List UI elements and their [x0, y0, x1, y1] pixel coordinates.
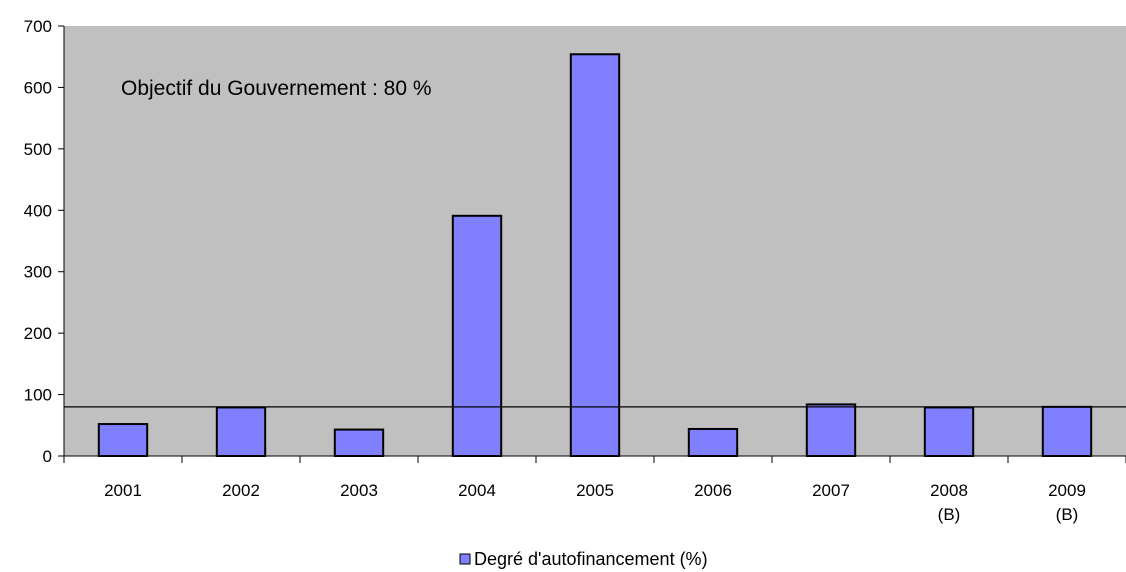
y-tick-label: 500: [24, 140, 52, 159]
bar-2006: [687, 427, 739, 458]
bar-2004: [451, 214, 503, 457]
objective-annotation: Objectif du Gouvernement : 80 %: [121, 77, 432, 100]
axes: 0 100 200 300 400 500 600 700 2001 2002 2003 2004 20…: [24, 17, 1126, 524]
bar-series: [97, 53, 1093, 458]
bar-2003: [333, 428, 385, 457]
legend-label: Degré d'autofinancement (%): [474, 549, 708, 569]
x-tick-label: 2009: [1048, 481, 1086, 500]
x-tick-label: 2008: [930, 481, 968, 500]
x-tick-label: 2001: [104, 481, 142, 500]
x-tick-label: 2007: [812, 481, 850, 500]
y-tick-label: 200: [24, 324, 52, 343]
x-tick-label: (B): [938, 505, 961, 524]
y-tick-label: 300: [24, 263, 52, 282]
x-tick-label: (B): [1056, 505, 1079, 524]
y-tick-label: 600: [24, 78, 52, 97]
legend-swatch: [459, 553, 471, 565]
bar-2007: [805, 403, 857, 457]
bar-2002: [215, 406, 267, 457]
bar-2009: [1041, 405, 1093, 457]
bar-2001: [97, 423, 149, 457]
bar-2005: [569, 53, 621, 457]
x-tick-label: 2003: [340, 481, 378, 500]
y-tick-label: 700: [24, 17, 52, 36]
y-tick-label: 400: [24, 201, 52, 220]
y-tick-label: 0: [43, 447, 52, 466]
x-tick-label: 2004: [458, 481, 496, 500]
x-tick-label: 2002: [222, 481, 260, 500]
bar-2008: [923, 406, 975, 457]
legend: Degré d'autofinancement (%): [459, 549, 708, 569]
x-tick-label: 2005: [576, 481, 614, 500]
y-tick-label: 100: [24, 386, 52, 405]
x-tick-label: 2006: [694, 481, 732, 500]
